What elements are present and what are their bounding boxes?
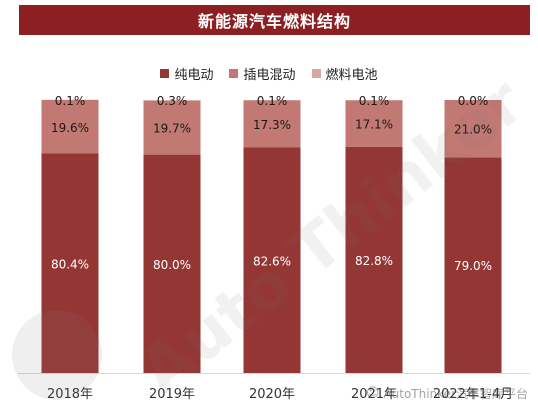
x-tick-label-5: 2022年1-4月 xyxy=(433,387,513,402)
bar-bev-4 xyxy=(345,146,403,373)
data-label-fcev-1: 0.1% xyxy=(55,94,86,108)
footer-text: AutoThinker汽车智库平台 xyxy=(383,387,528,401)
bar-bev-2 xyxy=(143,154,201,373)
x-tick-label-1: 2018年 xyxy=(47,387,93,402)
data-label-bev-1: 80.4% xyxy=(51,257,89,271)
bar-bev-1 xyxy=(41,153,99,373)
data-label-bev-5: 79.0% xyxy=(454,259,492,273)
bar-phev-4 xyxy=(345,100,403,147)
data-label-fcev-3: 0.1% xyxy=(257,94,288,108)
bar-phev-2 xyxy=(143,100,201,155)
legend-swatch-bev xyxy=(160,69,170,78)
footer-watermark: ☺ AutoThinker汽车智库平台 xyxy=(366,385,528,402)
data-label-phev-4: 17.1% xyxy=(355,118,393,132)
legend-item-fcev: 燃料电池 xyxy=(311,64,378,83)
data-label-fcev-2: 0.3% xyxy=(157,94,188,108)
bar-bev-3 xyxy=(243,147,301,373)
bar-fcev-2 xyxy=(143,100,201,101)
legend-label-bev: 纯电动 xyxy=(174,68,214,83)
data-label-phev-3: 17.3% xyxy=(253,118,291,132)
x-tick-label-3: 2020年 xyxy=(249,387,295,402)
wechat-icon: ☺ xyxy=(365,386,380,401)
data-label-phev-1: 19.6% xyxy=(51,121,89,135)
x-tick-label-2: 2019年 xyxy=(149,387,195,402)
bar-phev-5 xyxy=(444,100,502,158)
legend-label-fcev: 燃料电池 xyxy=(325,68,378,83)
legend-item-bev: 纯电动 xyxy=(160,64,213,83)
data-label-phev-2: 19.7% xyxy=(153,122,191,136)
legend-label-phev: 插电混动 xyxy=(243,68,296,83)
bar-phev-3 xyxy=(243,100,301,148)
data-label-bev-4: 82.8% xyxy=(355,254,393,268)
legend: 纯电动 插电混动 燃料电池 xyxy=(0,64,538,83)
legend-swatch-fcev xyxy=(311,69,321,78)
data-label-fcev-4: 0.1% xyxy=(359,94,390,108)
legend-swatch-phev xyxy=(229,69,239,78)
x-tick-label-4: 2021年 xyxy=(351,387,397,402)
legend-item-phev: 插电混动 xyxy=(229,64,296,83)
bar-bev-5 xyxy=(444,157,502,373)
data-label-phev-5: 21.0% xyxy=(454,123,492,137)
chart-title: 新能源汽车燃料结构 xyxy=(19,5,530,35)
data-label-bev-3: 82.6% xyxy=(253,254,291,268)
data-label-bev-2: 80.0% xyxy=(153,258,191,272)
data-label-fcev-5: 0.0% xyxy=(458,94,489,108)
bar-phev-1 xyxy=(41,100,99,154)
